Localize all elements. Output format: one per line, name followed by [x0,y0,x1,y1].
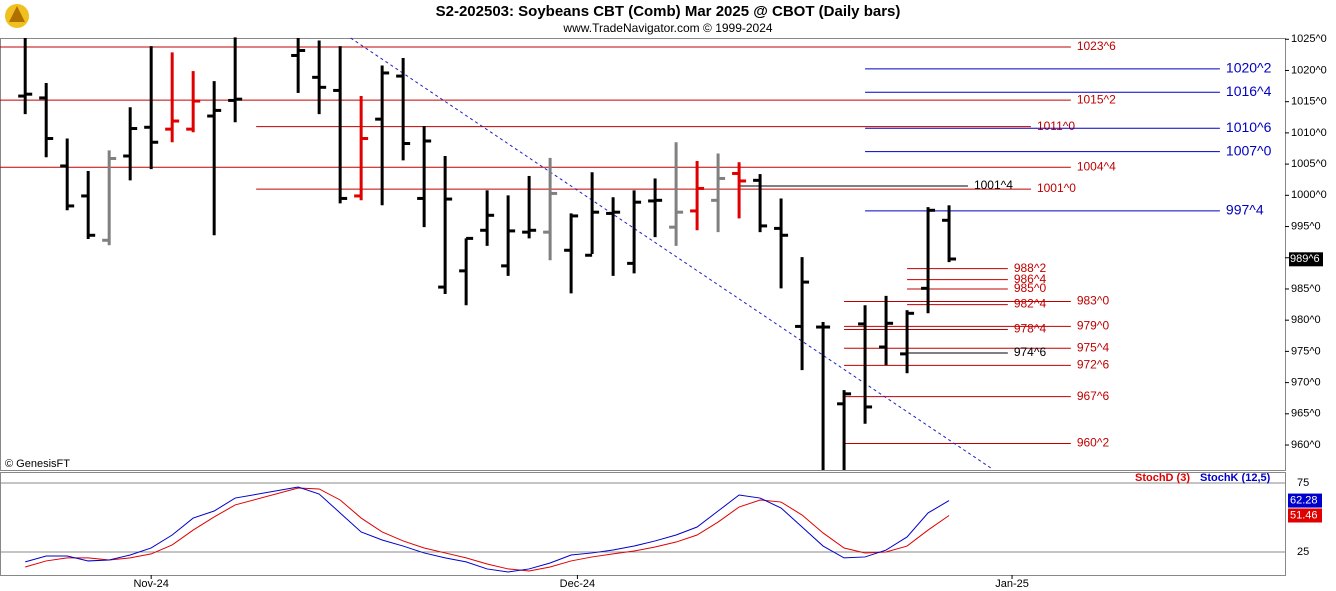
y-tick-label: 980^0 [1291,314,1321,326]
level-label: 1010^6 [1226,119,1272,135]
level-label: 988^2 [1014,261,1047,275]
x-tick-label: Jan-25 [995,578,1029,590]
level-label: 1016^4 [1226,83,1272,99]
last-value-box [1288,493,1322,508]
level-label: 960^2 [1077,436,1110,450]
level-label: 1020^2 [1226,60,1272,76]
y-tick-label: 1025^0 [1291,33,1327,45]
level-label: 974^6 [1014,345,1047,359]
level-label: 1001^0 [1037,181,1076,195]
y-tick-label: 985^0 [1291,283,1321,295]
last-price-box [1289,252,1323,267]
y-tick-label: 995^0 [1291,220,1321,232]
level-label: 975^4 [1077,340,1110,354]
x-tick-label: Nov-24 [133,578,168,590]
y-tick-label: 1010^0 [1291,127,1327,139]
y-tick-label: 75 [1297,477,1309,489]
price-frame [0,38,1286,471]
y-tick-label: 1005^0 [1291,158,1327,170]
last-price-label: 989^6 [1290,253,1320,265]
level-label: 972^6 [1077,358,1110,372]
level-label: 979^0 [1077,319,1110,333]
chart-title: S2-202503: Soybeans CBT (Comb) Mar 2025 … [436,3,901,20]
y-tick-label: 25 [1297,546,1309,558]
level-label: 967^6 [1077,389,1110,403]
legend-label: StochK (12,5) [1200,472,1271,484]
level-label: 982^4 [1014,297,1047,311]
y-tick-label: 1000^0 [1291,189,1327,201]
last-value-label: 51.46 [1290,509,1318,521]
level-label: 978^4 [1014,322,1047,336]
last-value-label: 62.28 [1290,494,1318,506]
level-label: 997^4 [1226,202,1264,218]
watermark: © GenesisFT [5,458,70,470]
level-label: 1011^0 [1037,119,1075,133]
y-tick-label: 975^0 [1291,345,1321,357]
level-label: 1004^4 [1077,159,1116,173]
level-label: 985^0 [1014,281,1047,295]
level-label: 1007^0 [1226,142,1272,158]
logo [5,4,29,28]
y-tick-label: 1015^0 [1291,96,1327,108]
chart-subtitle: www.TradeNavigator.com © 1999-2024 [562,21,772,35]
level-label: 1023^6 [1077,39,1116,53]
level-label: 1015^2 [1077,92,1116,106]
trendline [350,37,992,469]
stoch-line [25,487,950,572]
x-tick-label: Dec-24 [560,578,595,590]
y-tick-label: 1020^0 [1291,64,1327,76]
last-value-box [1288,508,1322,523]
y-tick-label: 960^0 [1291,439,1321,451]
level-label: 986^4 [1014,272,1047,286]
stoch-line [25,486,950,573]
level-label: 983^0 [1077,294,1110,308]
y-tick-label: 970^0 [1291,377,1321,389]
stoch-frame [0,472,1286,576]
legend-label: StochD (3) [1135,472,1190,484]
level-label: 1001^4 [974,178,1013,192]
y-tick-label: 965^0 [1291,408,1321,420]
